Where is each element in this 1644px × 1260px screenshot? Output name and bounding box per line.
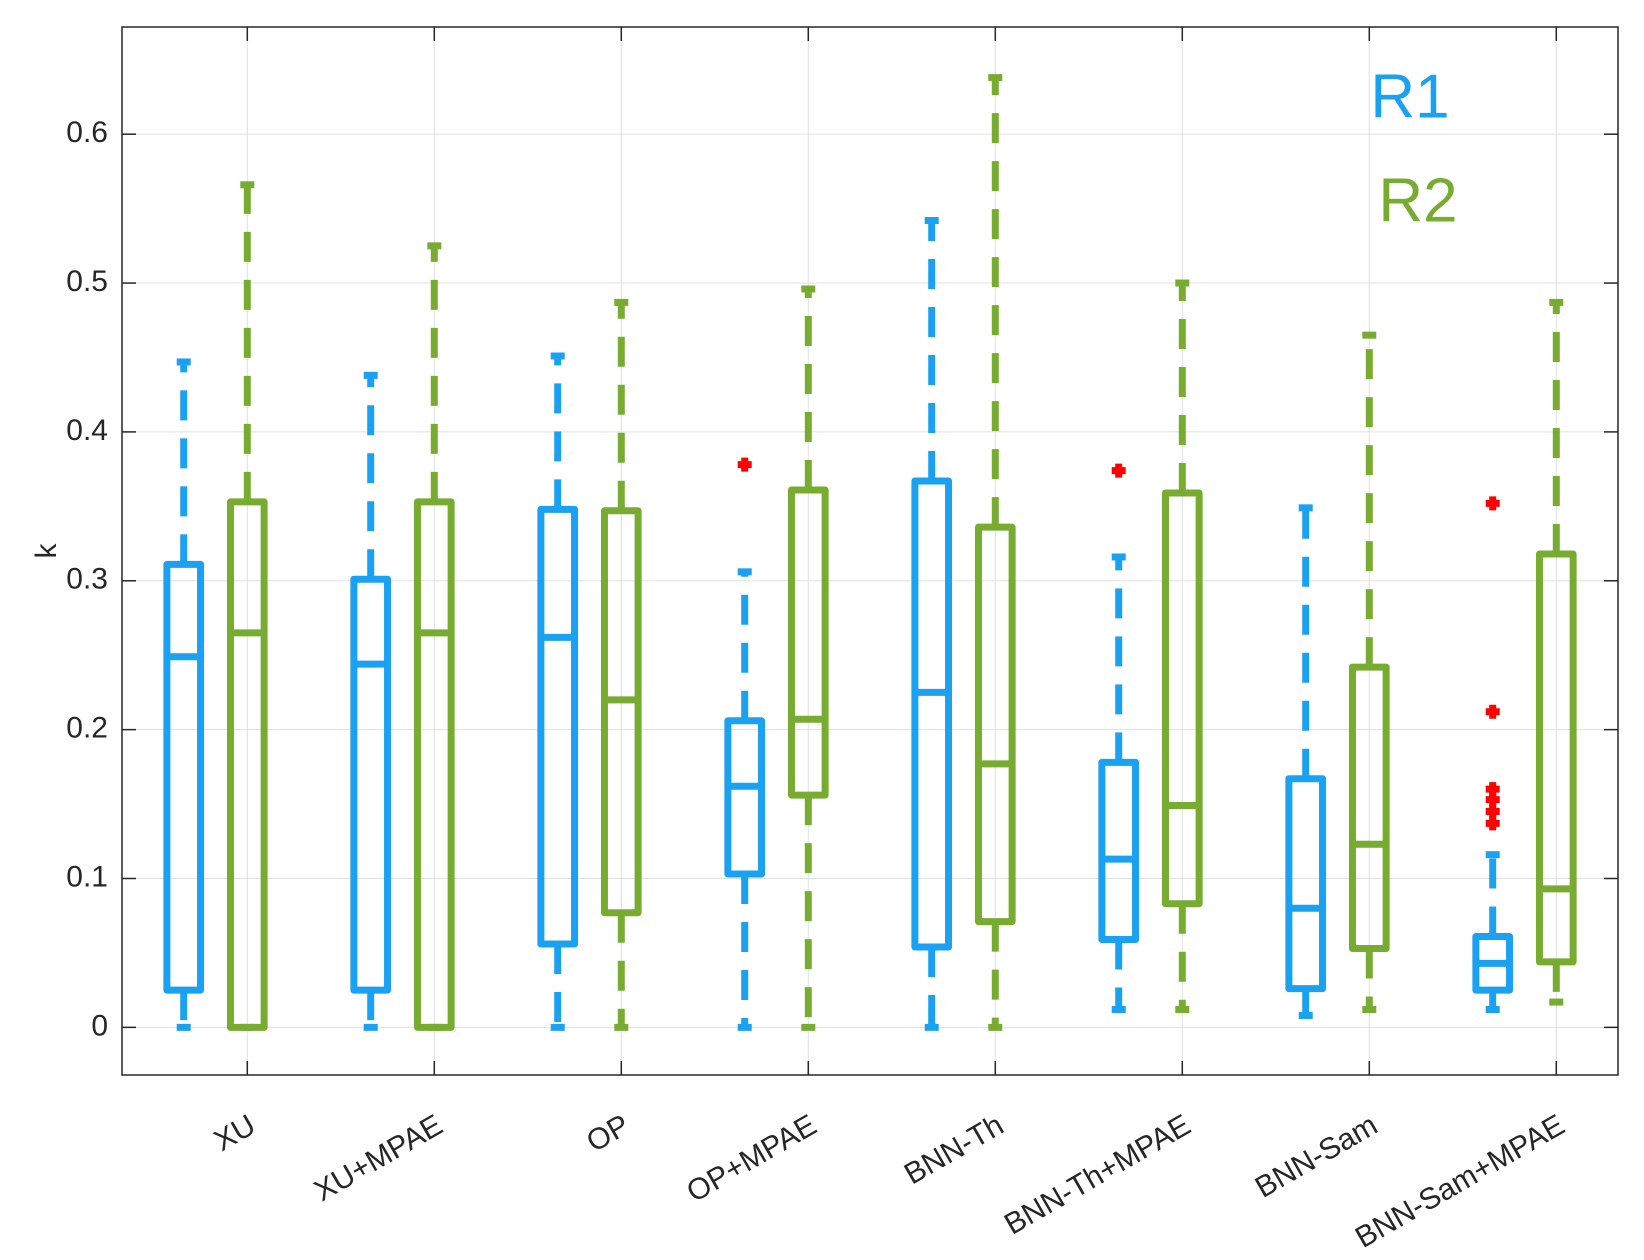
legend: R1 R2 <box>1370 62 1457 235</box>
box-r1 <box>163 358 205 1031</box>
box-r2 <box>1535 298 1577 1006</box>
box-body <box>787 486 829 799</box>
y-tick-label: 0.1 <box>66 860 108 893</box>
y-tick-label: 0.5 <box>66 265 108 298</box>
box-body <box>724 717 766 878</box>
box-r2 <box>974 74 1016 1031</box>
y-tick-label: 0.4 <box>66 414 108 447</box>
x-tick-label: BNN-Sam+MPAE <box>1350 1108 1570 1254</box>
outlier-marker <box>1485 704 1500 719</box>
outlier-marker <box>1485 496 1500 511</box>
box-r2 <box>1161 279 1203 1013</box>
box-body <box>537 505 579 948</box>
box-body <box>1098 758 1140 944</box>
box-body <box>226 498 268 1031</box>
box-body <box>911 477 953 951</box>
x-tick-label: OP+MPAE <box>681 1108 822 1208</box>
box-body <box>1535 550 1577 966</box>
outlier-marker <box>1485 792 1500 807</box>
series-r2 <box>226 74 1577 1031</box>
box-body <box>163 560 205 994</box>
box-r1 <box>1472 496 1514 1013</box>
outlier-marker <box>737 457 752 472</box>
x-tick-label: XU <box>209 1108 262 1157</box>
box-body <box>350 575 392 994</box>
plot-frame <box>121 26 1619 1076</box>
box-r1 <box>1285 504 1327 1019</box>
box-r2 <box>787 285 829 1031</box>
outlier-marker <box>1111 463 1126 478</box>
legend-entry-r2: R2 <box>1378 166 1457 235</box>
box-r1 <box>537 352 579 1031</box>
x-tick-label: BNN-Th+MPAE <box>999 1108 1196 1241</box>
y-tick-label: 0 <box>91 1009 108 1042</box>
outlier-marker <box>1485 816 1500 831</box>
box-r1 <box>724 457 766 1031</box>
box-r2 <box>1348 331 1390 1013</box>
x-tick-label: BNN-Sam <box>1250 1108 1383 1204</box>
x-tick-label: OP <box>581 1108 635 1158</box>
box-body <box>1161 489 1203 908</box>
box-r2 <box>600 298 642 1031</box>
x-tick-label: XU+MPAE <box>309 1108 448 1208</box>
box-body <box>1348 663 1390 952</box>
y-tick-labels: 0 0.1 0.2 0.3 0.4 0.5 0.6 <box>66 116 108 1042</box>
box-body <box>413 498 455 1031</box>
box-r1 <box>1098 463 1140 1013</box>
x-tick-label: BNN-Th <box>899 1108 1009 1191</box>
box-series <box>163 74 1577 1031</box>
series-r1 <box>163 217 1514 1031</box>
box-r1 <box>911 217 953 1031</box>
axis-ticks <box>122 27 1618 1075</box>
box-r1 <box>350 371 392 1031</box>
legend-entry-r1: R1 <box>1370 62 1449 131</box>
box-body <box>974 523 1016 926</box>
box-r2 <box>413 242 455 1031</box>
outlier-marker <box>1485 804 1500 819</box>
y-tick-label: 0.3 <box>66 563 108 596</box>
y-axis-label: k <box>30 543 63 559</box>
box-r2 <box>226 181 268 1031</box>
box-body <box>1285 775 1327 993</box>
y-tick-label: 0.2 <box>66 712 108 745</box>
y-tick-label: 0.6 <box>66 116 108 149</box>
box-body <box>600 507 642 917</box>
